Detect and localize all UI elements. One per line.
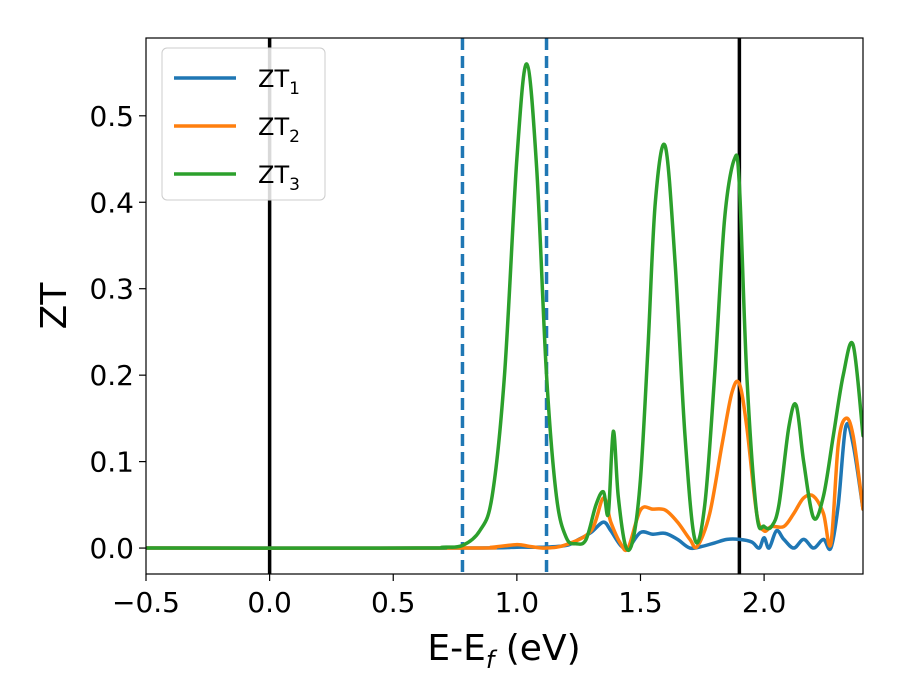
legend: ZT1 ZT2 ZT3 — [161, 47, 326, 201]
y-tick-label: 0.3 — [89, 273, 134, 306]
legend-label-zt2: ZT2 — [258, 113, 300, 147]
legend-box — [161, 47, 326, 201]
y-tick-label: 0.4 — [89, 186, 134, 219]
x-tick-label: 1.5 — [618, 586, 663, 619]
reference-lines — [267, 38, 742, 574]
x-tick-label: 0.0 — [247, 586, 292, 619]
x-axis-label-tail: (eV) — [494, 628, 580, 669]
x-tick-label: 0.5 — [371, 586, 416, 619]
y-tick-label: 0.1 — [89, 446, 134, 479]
y-axis-label: ZT — [34, 282, 75, 330]
x-tick-label: −0.5 — [112, 586, 180, 619]
series-line-zt3 — [146, 62, 863, 553]
y-tick-label: 0.2 — [89, 359, 134, 392]
legend-label-zt1: ZT1 — [258, 65, 300, 99]
y-tick-label: 0.5 — [89, 100, 134, 133]
x-tick-label: 1.0 — [495, 586, 540, 619]
series-line-zt2 — [146, 379, 863, 553]
x-axis-ticks: −0.5 0.0 0.5 1.0 1.5 2.0 — [112, 574, 786, 619]
x-tick-label: 2.0 — [742, 586, 787, 619]
x-axis-label-main: E-E — [427, 628, 485, 669]
y-axis-ticks: 0.0 0.1 0.2 0.3 0.4 0.5 — [89, 100, 146, 565]
legend-label-zt3: ZT3 — [258, 161, 300, 195]
y-tick-label: 0.0 — [89, 532, 134, 565]
plot-frame — [145, 37, 864, 575]
x-axis-label: E-Ef (eV) — [427, 628, 580, 674]
series-group — [146, 62, 863, 553]
